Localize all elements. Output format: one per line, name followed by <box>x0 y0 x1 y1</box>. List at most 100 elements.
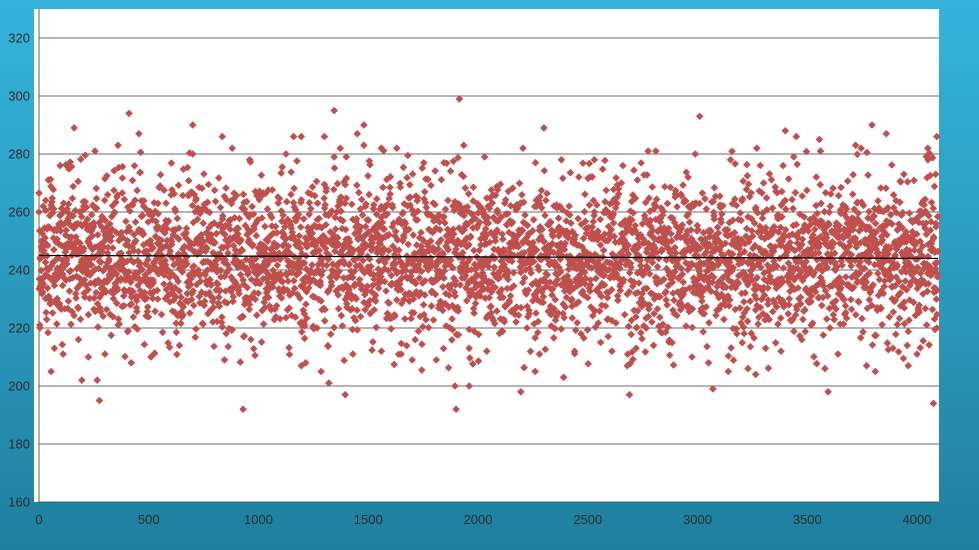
data-point <box>410 249 419 258</box>
data-point <box>816 233 825 241</box>
data-point <box>910 246 919 254</box>
data-point <box>341 180 349 189</box>
data-point <box>767 175 776 184</box>
data-point <box>549 232 557 241</box>
data-point <box>349 350 357 358</box>
data-point <box>331 247 339 255</box>
data-point <box>633 176 642 184</box>
data-point <box>422 315 430 324</box>
data-point <box>471 299 480 308</box>
data-point <box>843 214 851 222</box>
data-point <box>136 287 145 295</box>
data-point <box>353 326 362 334</box>
data-point <box>95 219 103 227</box>
data-point <box>86 271 94 279</box>
data-point <box>90 253 99 262</box>
data-point <box>121 352 129 361</box>
data-point <box>361 290 369 299</box>
data-point <box>202 290 210 298</box>
data-point <box>138 265 146 274</box>
data-point <box>557 325 565 333</box>
data-point <box>461 184 470 192</box>
data-point <box>271 305 279 313</box>
data-point <box>413 193 422 202</box>
data-point <box>915 301 923 310</box>
data-point <box>644 147 652 155</box>
data-point <box>162 199 170 207</box>
data-point <box>753 273 761 282</box>
data-point <box>256 279 264 288</box>
data-point <box>224 221 233 229</box>
data-point <box>790 276 799 284</box>
data-point <box>63 260 71 268</box>
data-point <box>490 254 499 263</box>
data-point <box>628 348 636 356</box>
data-point <box>201 270 209 279</box>
data-point <box>491 191 500 200</box>
data-point <box>169 231 178 239</box>
data-point <box>688 323 697 332</box>
data-point <box>539 292 548 301</box>
data-point <box>337 311 346 320</box>
data-point <box>334 233 342 242</box>
data-point <box>322 261 331 270</box>
data-point <box>206 307 214 315</box>
data-point <box>741 271 750 279</box>
data-point <box>580 207 589 216</box>
x-tick-label: 0 <box>35 512 42 527</box>
data-point <box>358 211 367 219</box>
data-point <box>179 303 187 311</box>
data-point <box>590 211 598 220</box>
data-point <box>204 309 212 318</box>
data-point <box>931 170 940 179</box>
data-point <box>623 361 632 370</box>
data-point <box>643 171 651 179</box>
data-point <box>317 256 326 264</box>
data-point <box>268 222 276 230</box>
data-point <box>750 334 758 342</box>
data-point <box>465 277 473 286</box>
data-point <box>108 271 116 280</box>
data-point <box>134 256 142 265</box>
data-point <box>911 311 920 320</box>
data-point <box>602 186 610 195</box>
data-point <box>319 241 327 250</box>
data-point <box>753 144 761 152</box>
data-point <box>713 282 721 291</box>
data-point <box>38 288 47 296</box>
data-point <box>624 250 633 258</box>
data-point <box>738 195 747 203</box>
data-point <box>404 240 412 249</box>
data-point <box>586 250 594 259</box>
data-point <box>477 241 485 249</box>
data-point <box>462 234 471 243</box>
data-point <box>236 271 245 279</box>
data-point <box>342 194 351 203</box>
data-point <box>100 237 108 246</box>
data-point <box>171 207 180 216</box>
data-point <box>523 221 532 230</box>
data-point <box>134 268 142 277</box>
data-point <box>267 213 276 222</box>
data-point <box>803 186 811 195</box>
data-point <box>461 236 469 245</box>
data-point <box>352 215 361 223</box>
data-point <box>562 293 571 302</box>
data-point <box>288 228 297 237</box>
data-point <box>441 299 450 308</box>
data-point <box>115 320 124 328</box>
data-point <box>575 241 583 250</box>
data-point <box>185 191 193 200</box>
data-point <box>131 323 139 331</box>
data-point <box>335 240 343 249</box>
data-point <box>457 203 466 212</box>
data-point <box>444 196 452 205</box>
data-point <box>421 258 430 266</box>
data-point <box>384 254 392 262</box>
data-point <box>743 172 752 180</box>
data-point <box>702 205 711 213</box>
data-point <box>933 132 941 141</box>
data-point <box>133 186 141 195</box>
data-point <box>380 244 388 253</box>
data-point <box>792 220 801 229</box>
